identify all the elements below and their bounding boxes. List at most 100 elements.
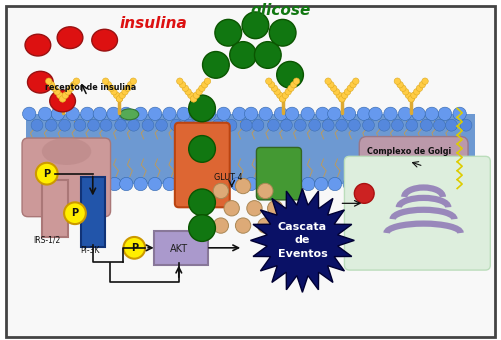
Circle shape bbox=[274, 89, 281, 95]
Circle shape bbox=[242, 12, 269, 39]
Circle shape bbox=[354, 184, 374, 203]
Circle shape bbox=[71, 82, 77, 88]
Circle shape bbox=[37, 177, 50, 191]
Circle shape bbox=[31, 119, 43, 131]
Circle shape bbox=[433, 119, 445, 131]
Circle shape bbox=[235, 178, 250, 194]
Circle shape bbox=[302, 177, 315, 191]
FancyBboxPatch shape bbox=[6, 5, 495, 337]
Circle shape bbox=[408, 96, 414, 102]
Circle shape bbox=[277, 62, 304, 88]
FancyBboxPatch shape bbox=[359, 137, 468, 208]
Circle shape bbox=[378, 119, 390, 131]
Circle shape bbox=[39, 107, 52, 120]
Circle shape bbox=[369, 107, 382, 120]
Circle shape bbox=[268, 201, 283, 216]
Circle shape bbox=[215, 19, 241, 46]
Circle shape bbox=[273, 177, 286, 191]
Circle shape bbox=[163, 107, 176, 120]
Circle shape bbox=[53, 177, 66, 191]
Circle shape bbox=[426, 177, 440, 191]
Ellipse shape bbox=[25, 34, 51, 56]
Circle shape bbox=[46, 78, 52, 84]
Circle shape bbox=[102, 78, 109, 84]
Circle shape bbox=[225, 119, 237, 131]
Circle shape bbox=[247, 201, 262, 216]
Circle shape bbox=[74, 119, 86, 131]
Circle shape bbox=[420, 119, 432, 131]
Circle shape bbox=[67, 177, 80, 191]
Circle shape bbox=[357, 177, 371, 191]
Circle shape bbox=[288, 85, 294, 91]
Text: receptor de insulina: receptor de insulina bbox=[45, 83, 137, 91]
Circle shape bbox=[217, 107, 230, 120]
Circle shape bbox=[100, 119, 112, 131]
Circle shape bbox=[73, 78, 80, 84]
Circle shape bbox=[66, 107, 79, 120]
Circle shape bbox=[93, 177, 106, 191]
Circle shape bbox=[397, 82, 403, 88]
Circle shape bbox=[48, 82, 55, 88]
Circle shape bbox=[212, 119, 224, 131]
Circle shape bbox=[45, 119, 57, 131]
Circle shape bbox=[111, 89, 117, 95]
Circle shape bbox=[193, 92, 199, 99]
Ellipse shape bbox=[120, 109, 139, 120]
Circle shape bbox=[170, 119, 182, 131]
Circle shape bbox=[460, 119, 472, 131]
Circle shape bbox=[419, 82, 425, 88]
Circle shape bbox=[255, 41, 281, 68]
Circle shape bbox=[422, 78, 428, 84]
Ellipse shape bbox=[28, 71, 53, 93]
Circle shape bbox=[328, 107, 341, 120]
Circle shape bbox=[408, 96, 414, 102]
Circle shape bbox=[336, 119, 348, 131]
Circle shape bbox=[120, 177, 133, 191]
Circle shape bbox=[399, 177, 412, 191]
Circle shape bbox=[62, 92, 69, 99]
Text: Eventos: Eventos bbox=[278, 249, 327, 259]
Circle shape bbox=[259, 177, 272, 191]
Circle shape bbox=[201, 82, 208, 88]
Circle shape bbox=[336, 92, 342, 99]
Circle shape bbox=[339, 96, 345, 102]
Circle shape bbox=[344, 89, 351, 95]
Text: GLUT 4: GLUT 4 bbox=[214, 173, 242, 182]
Circle shape bbox=[60, 96, 66, 102]
Circle shape bbox=[357, 107, 371, 120]
Circle shape bbox=[177, 107, 190, 120]
Circle shape bbox=[270, 19, 296, 46]
Circle shape bbox=[134, 107, 147, 120]
Circle shape bbox=[402, 89, 409, 95]
Circle shape bbox=[189, 215, 215, 241]
Circle shape bbox=[384, 107, 397, 120]
Circle shape bbox=[36, 163, 58, 185]
Circle shape bbox=[190, 96, 197, 102]
Circle shape bbox=[197, 119, 209, 131]
Circle shape bbox=[105, 82, 112, 88]
Text: P: P bbox=[43, 169, 50, 178]
Circle shape bbox=[24, 177, 38, 191]
Circle shape bbox=[68, 85, 74, 91]
Circle shape bbox=[394, 78, 401, 84]
Circle shape bbox=[107, 107, 120, 120]
Ellipse shape bbox=[42, 138, 91, 165]
Text: glicose: glicose bbox=[250, 3, 311, 18]
Circle shape bbox=[416, 85, 423, 91]
Circle shape bbox=[125, 85, 131, 91]
Circle shape bbox=[203, 177, 216, 191]
Circle shape bbox=[190, 96, 197, 102]
Circle shape bbox=[410, 177, 423, 191]
Circle shape bbox=[244, 107, 258, 120]
Circle shape bbox=[204, 78, 211, 84]
Circle shape bbox=[108, 177, 121, 191]
Circle shape bbox=[240, 119, 252, 131]
Circle shape bbox=[189, 189, 215, 216]
Circle shape bbox=[266, 78, 272, 84]
Ellipse shape bbox=[57, 27, 83, 49]
Circle shape bbox=[280, 96, 286, 102]
Circle shape bbox=[130, 78, 137, 84]
Circle shape bbox=[252, 119, 264, 131]
Circle shape bbox=[183, 119, 195, 131]
Circle shape bbox=[315, 177, 328, 191]
